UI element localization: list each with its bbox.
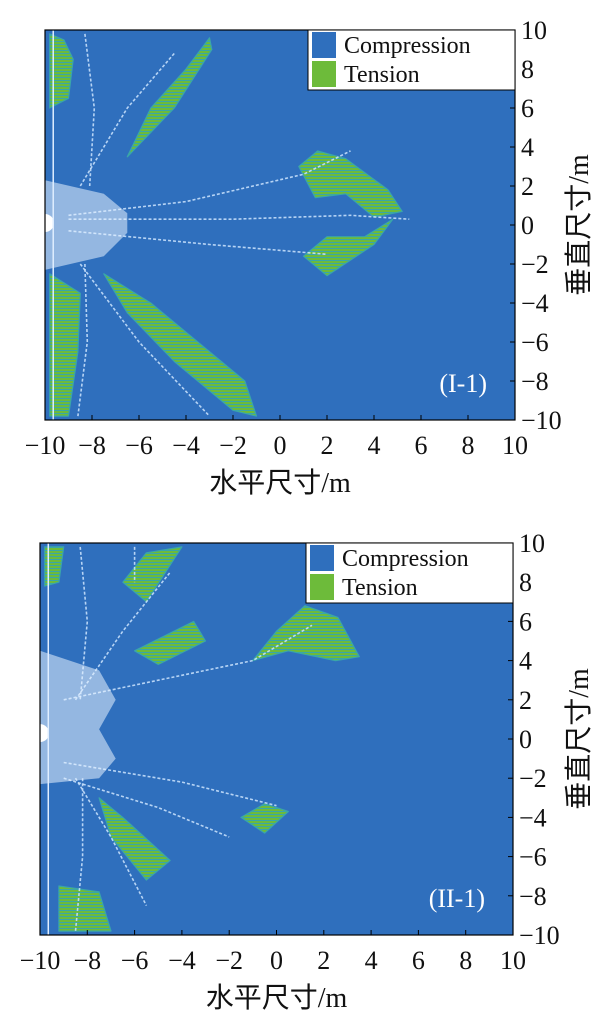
stress-chart-2: −10 −8 −6 −4 −2 0 2 4 6 8 10 10 8 6 4 2 0 −2 −4 −6 −8 −10 水平尺寸… (20, 529, 595, 1014)
x-tick-label: 4 (365, 946, 378, 975)
fracture-trace (68, 150, 351, 217)
y-tick-label: 8 (519, 568, 532, 597)
y-axis-label: 垂直尺寸/m (563, 154, 595, 296)
x-tick-label: 10 (500, 946, 526, 975)
y-tick-label: −4 (519, 803, 547, 832)
y-tick-label: −10 (521, 406, 562, 435)
legend-label: Compression (342, 546, 469, 572)
fracture-trace (63, 777, 230, 838)
y-tick-label: 6 (519, 607, 532, 636)
damage-zone (45, 180, 128, 270)
y-tick-label: −8 (521, 367, 549, 396)
legend-label: Tension (344, 62, 420, 88)
legend-label: Compression (344, 33, 471, 59)
x-tick-label: 2 (321, 431, 334, 460)
tension-region (49, 273, 81, 417)
fracture-trace (79, 52, 175, 187)
fracture-trace (74, 778, 84, 932)
y-tick-label: 10 (519, 529, 545, 558)
x-tick-label: 8 (462, 431, 475, 460)
y-tick-label: 4 (521, 133, 534, 162)
x-tick-label: 0 (274, 431, 287, 460)
y-axis-label: 垂直尺寸/m (563, 668, 595, 810)
legend-label: Tension (342, 575, 418, 601)
legend: Compression Tension (307, 29, 516, 91)
x-tick-label: 2 (317, 946, 330, 975)
tension-region (302, 218, 394, 277)
panel-label: (II-1) (429, 884, 485, 913)
tension-region (44, 546, 65, 587)
y-tick-label: 10 (521, 16, 547, 45)
x-tick-label: −4 (172, 431, 200, 460)
legend-swatch (310, 545, 334, 571)
x-tick-label: −4 (168, 946, 196, 975)
y-tick-label: 0 (521, 211, 534, 240)
y-tick-label: −6 (519, 843, 547, 872)
x-tick-label: −6 (121, 946, 149, 975)
tension-region (252, 605, 360, 662)
tension-region (126, 37, 213, 158)
compression-field (40, 543, 513, 935)
legend-box (305, 542, 514, 604)
tension-region (298, 150, 403, 218)
damage-zone (40, 650, 116, 785)
tension-region (58, 885, 112, 932)
x-tick-label: −8 (73, 946, 101, 975)
x-tick-label: −2 (215, 946, 243, 975)
legend-swatch (312, 32, 336, 58)
fracture-trace (77, 263, 89, 417)
y-tick-label: −10 (519, 921, 560, 950)
tension-region (103, 273, 258, 417)
fracture-trace (84, 33, 96, 187)
x-tick-label: −2 (219, 431, 247, 460)
stress-chart-panel-1: −10 −8 −6 −4 −2 0 2 4 6 8 10 10 8 6 4 2 0 −2 −4 −6 −8 −10 水平尺寸… (0, 0, 607, 510)
x-tick-label: −8 (78, 431, 106, 460)
y-tick-label: −2 (521, 250, 549, 279)
y-tick-label: 2 (521, 172, 534, 201)
x-tick-label: 10 (502, 431, 528, 460)
y-tick-label: 8 (521, 55, 534, 84)
x-tick-label: −10 (25, 431, 66, 460)
tension-region (240, 803, 289, 834)
tension-region (98, 797, 171, 881)
fracture-trace (68, 214, 410, 220)
x-tick-label: 0 (270, 946, 283, 975)
x-tick-label: 4 (368, 431, 381, 460)
excavation-hole (45, 214, 54, 233)
panel-label: (I-1) (439, 369, 487, 398)
y-tick-label: 6 (521, 94, 534, 123)
x-tick-label: 8 (459, 946, 472, 975)
tension-region (134, 620, 207, 666)
fracture-trace (74, 777, 148, 906)
tension-region (49, 33, 74, 109)
y-tick-label: −4 (521, 289, 549, 318)
y-tick-label: −8 (519, 882, 547, 911)
y-tick-label: 2 (519, 686, 532, 715)
fracture-trace (79, 263, 211, 417)
x-tick-label: −10 (20, 946, 61, 975)
y-tick-label: −6 (521, 328, 549, 357)
legend-swatch (312, 61, 336, 87)
x-tick-label: 6 (412, 946, 425, 975)
y-tick-label: 0 (519, 725, 532, 754)
x-tick-label: 6 (415, 431, 428, 460)
excavation-hole (40, 724, 49, 743)
y-tick-label: −2 (519, 764, 547, 793)
stress-chart-1: −10 −8 −6 −4 −2 0 2 4 6 8 10 10 8 6 4 2 0 −2 −4 −6 −8 −10 水平尺寸… (25, 16, 595, 499)
fracture-trace (63, 624, 313, 701)
stress-chart-panel-2: −10 −8 −6 −4 −2 0 2 4 6 8 10 10 8 6 4 2 0 −2 −4 −6 −8 −10 水平尺寸… (0, 515, 607, 1025)
legend-swatch (310, 574, 334, 600)
x-axis-label: 水平尺寸/m (209, 467, 351, 499)
y-tick-label: 4 (519, 647, 532, 676)
legend-box (307, 29, 516, 91)
x-tick-label: −6 (125, 431, 153, 460)
legend: Compression Tension (305, 542, 514, 604)
x-axis-label: 水平尺寸/m (206, 982, 348, 1014)
